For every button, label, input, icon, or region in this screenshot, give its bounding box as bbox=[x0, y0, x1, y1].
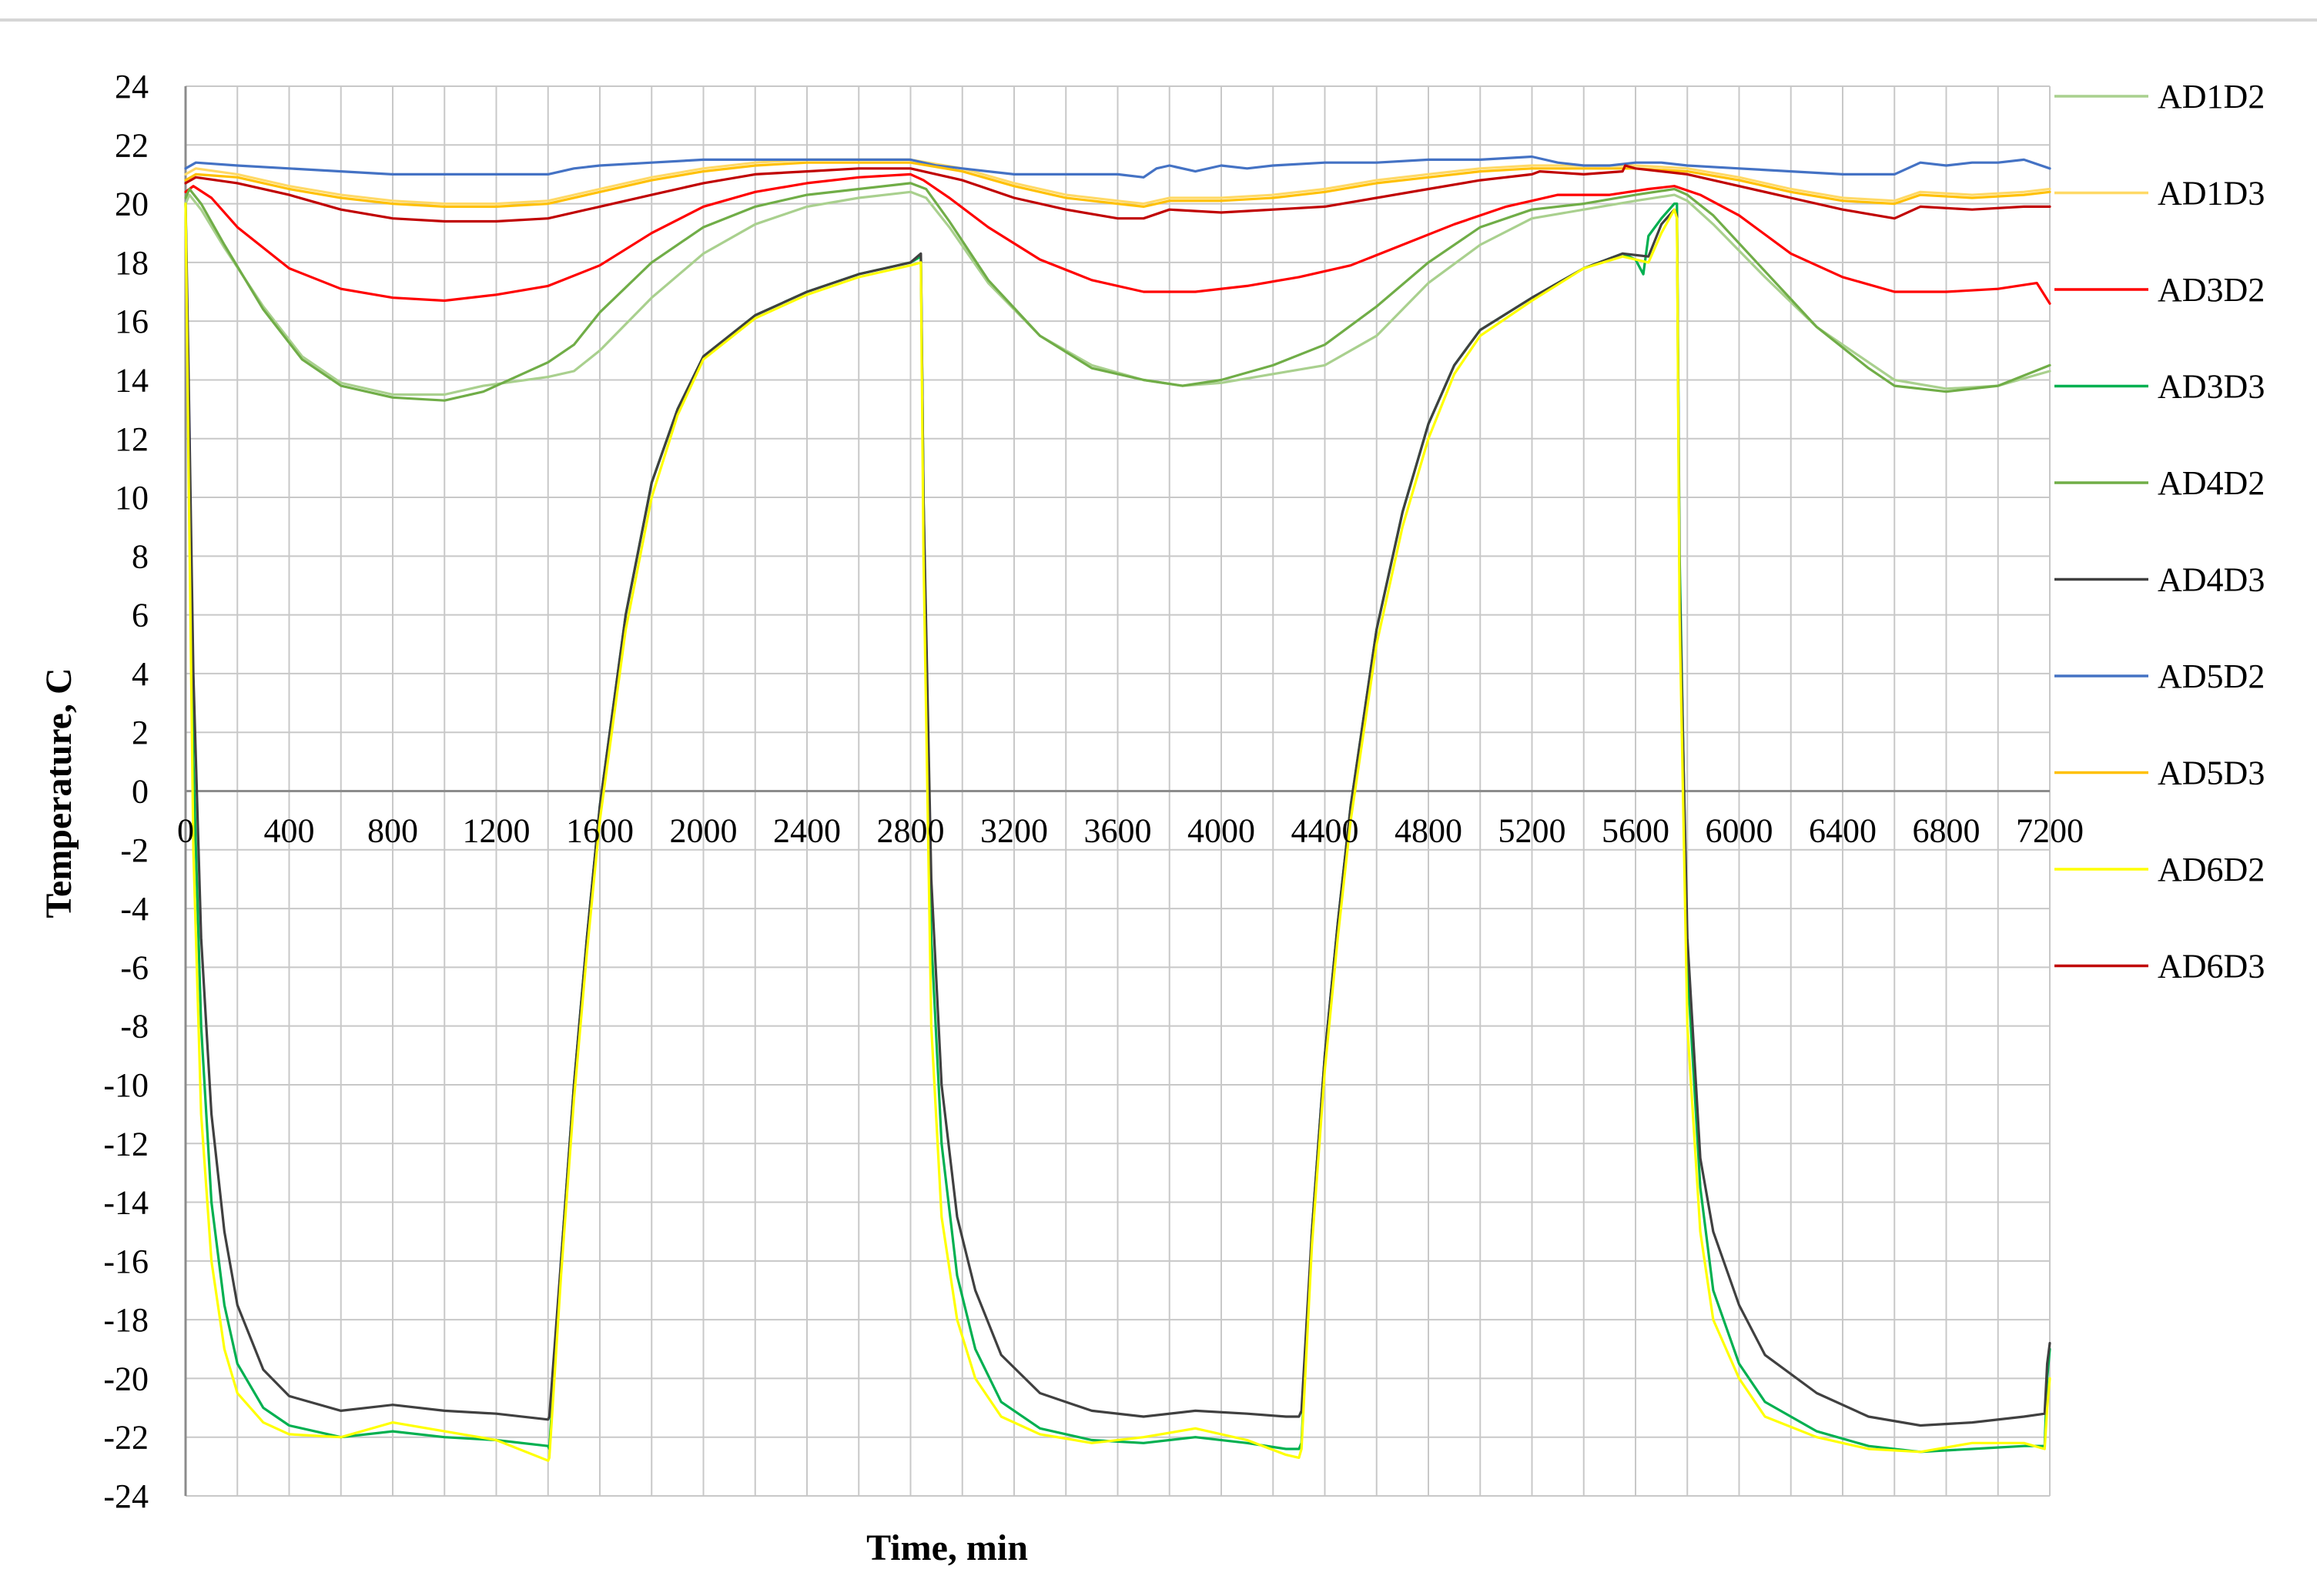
y-tick-label: 6 bbox=[132, 597, 149, 634]
legend-label: AD4D3 bbox=[2158, 561, 2265, 599]
legend-entry-ad5d2: AD5D2 bbox=[2054, 657, 2265, 695]
x-tick-label: 1600 bbox=[566, 812, 634, 850]
x-tick-label: 5600 bbox=[1602, 812, 1669, 850]
series-line-ad1d3 bbox=[184, 158, 2051, 206]
y-tick-label: -18 bbox=[103, 1301, 149, 1339]
y-tick-label: -12 bbox=[103, 1125, 149, 1163]
y-tick-label: 10 bbox=[115, 479, 149, 517]
x-tick-label: 2800 bbox=[877, 812, 945, 850]
legend-label: AD6D2 bbox=[2158, 851, 2265, 888]
x-tick-label: 7200 bbox=[2016, 812, 2084, 850]
y-axis-title: Temperature, C bbox=[39, 668, 79, 918]
y-tick-label: 4 bbox=[132, 655, 149, 693]
x-tick-label: 2400 bbox=[773, 812, 841, 850]
series-line-ad6d3 bbox=[184, 164, 2051, 223]
series-line-ad3d2 bbox=[184, 172, 2051, 305]
x-tick-label: 0 bbox=[177, 812, 194, 850]
x-tick-label: 6400 bbox=[1809, 812, 1877, 850]
y-tick-label: -16 bbox=[103, 1243, 149, 1280]
legend-entry-ad4d3: AD4D3 bbox=[2054, 561, 2265, 599]
x-tick-label: 3600 bbox=[1084, 812, 1152, 850]
y-tick-label: -14 bbox=[103, 1184, 149, 1222]
x-tick-label: 5200 bbox=[1498, 812, 1566, 850]
legend-entry-ad6d3: AD6D3 bbox=[2054, 948, 2265, 985]
y-tick-label: 24 bbox=[115, 68, 149, 105]
series-line-ad5d3 bbox=[184, 161, 2051, 208]
x-tick-labels: 0 400 800 1200 1600 2000 2400 2800 3200 3600 4000 4… bbox=[177, 812, 2084, 850]
legend-entry-ad1d2: AD1D2 bbox=[2054, 78, 2265, 115]
y-tick-label: -24 bbox=[103, 1477, 149, 1515]
x-tick-label: 4400 bbox=[1291, 812, 1359, 850]
page-top-rule bbox=[0, 18, 2317, 22]
series-line-ad6d2 bbox=[184, 202, 2051, 1462]
y-tick-label: 14 bbox=[115, 361, 149, 399]
y-tick-label: -2 bbox=[120, 831, 149, 869]
series-line-ad4d2 bbox=[184, 182, 2051, 402]
y-tick-label: 16 bbox=[115, 303, 149, 340]
series-line-ad5d2 bbox=[184, 155, 2051, 179]
y-tick-labels: 242220181614121086420-2-4-6-8-10-12-14-1… bbox=[103, 68, 149, 1515]
legend-label: AD3D2 bbox=[2158, 271, 2265, 309]
legend-entry-ad6d2: AD6D2 bbox=[2054, 851, 2265, 888]
legend-label: AD5D3 bbox=[2158, 755, 2265, 792]
x-tick-label: 1200 bbox=[463, 812, 531, 850]
y-tick-label: -20 bbox=[103, 1360, 149, 1397]
x-tick-label: 4000 bbox=[1187, 812, 1255, 850]
y-tick-label: -4 bbox=[120, 890, 149, 928]
y-tick-label: -10 bbox=[103, 1066, 149, 1104]
y-tick-label: -6 bbox=[120, 949, 149, 986]
y-tick-label: 18 bbox=[115, 244, 149, 282]
legend-label: AD1D2 bbox=[2158, 78, 2265, 115]
y-tick-label: 22 bbox=[115, 126, 149, 164]
x-tick-label: 400 bbox=[264, 812, 315, 850]
legend-label: AD4D2 bbox=[2158, 464, 2265, 502]
legend-entry-ad3d3: AD3D3 bbox=[2054, 368, 2265, 406]
x-tick-label: 2000 bbox=[670, 812, 738, 850]
x-tick-label: 6800 bbox=[1913, 812, 1980, 850]
legend-entry-ad4d2: AD4D2 bbox=[2054, 464, 2265, 502]
y-tick-label: 2 bbox=[132, 714, 149, 751]
series-lines bbox=[184, 155, 2051, 1462]
legend: AD1D2 AD1D3 AD3D2 AD3D3 AD4D2 AD4D3 AD5D2 AD5D3… bbox=[2054, 78, 2265, 985]
axes bbox=[184, 86, 2050, 1496]
legend-label: AD6D3 bbox=[2158, 948, 2265, 985]
legend-label: AD5D2 bbox=[2158, 657, 2265, 695]
legend-label: AD3D3 bbox=[2158, 368, 2265, 406]
legend-label: AD1D3 bbox=[2158, 175, 2265, 212]
y-tick-label: -8 bbox=[120, 1008, 149, 1046]
y-tick-label: 8 bbox=[132, 537, 149, 575]
x-tick-label: 6000 bbox=[1706, 812, 1773, 850]
y-tick-label: 12 bbox=[115, 420, 149, 458]
series-line-ad4d3 bbox=[184, 202, 2051, 1427]
y-tick-label: 20 bbox=[115, 186, 149, 223]
x-axis-title: Time, min bbox=[866, 1527, 1028, 1568]
legend-entry-ad5d3: AD5D3 bbox=[2054, 755, 2265, 792]
legend-entry-ad1d3: AD1D3 bbox=[2054, 175, 2265, 212]
legend-entry-ad3d2: AD3D2 bbox=[2054, 271, 2265, 309]
x-tick-label: 4800 bbox=[1395, 812, 1462, 850]
y-tick-label: 0 bbox=[132, 773, 149, 811]
x-tick-label: 3200 bbox=[980, 812, 1048, 850]
y-tick-label: -22 bbox=[103, 1419, 149, 1457]
x-tick-label: 800 bbox=[367, 812, 418, 850]
